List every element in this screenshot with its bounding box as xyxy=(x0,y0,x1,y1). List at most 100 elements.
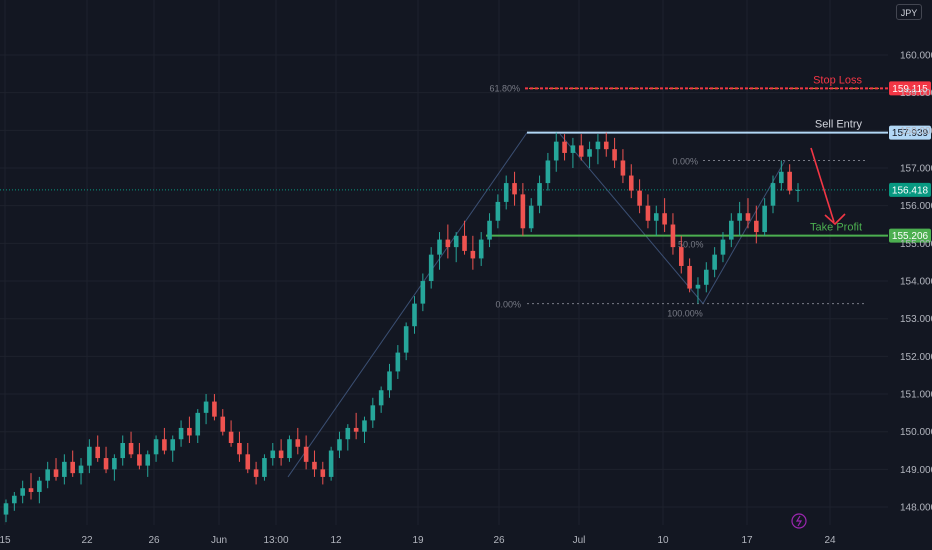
candle-body[interactable] xyxy=(462,235,467,251)
candle-body[interactable] xyxy=(587,149,592,157)
candle-body[interactable] xyxy=(712,254,717,270)
candle-body[interactable] xyxy=(670,224,676,248)
candle-body[interactable] xyxy=(503,183,509,202)
candle-body[interactable] xyxy=(203,401,209,413)
candle-body[interactable] xyxy=(287,439,292,459)
candle-body[interactable] xyxy=(553,141,559,161)
candle-body[interactable] xyxy=(112,458,117,470)
candle-body[interactable] xyxy=(345,427,351,440)
candle-body[interactable] xyxy=(412,303,417,327)
candle-body[interactable] xyxy=(453,235,459,248)
candle-body[interactable] xyxy=(695,284,701,289)
candle-body[interactable] xyxy=(312,461,317,470)
candle-body[interactable] xyxy=(395,352,401,372)
candle-body[interactable] xyxy=(337,439,342,451)
candle-body[interactable] xyxy=(262,458,267,477)
stop_loss-price-tag[interactable] xyxy=(889,81,931,96)
candle-body[interactable] xyxy=(170,439,176,451)
candle-body[interactable] xyxy=(28,488,34,492)
candle-body[interactable] xyxy=(237,443,242,455)
candle-body[interactable] xyxy=(528,205,534,229)
candle-body[interactable] xyxy=(295,439,301,447)
candle-body[interactable] xyxy=(195,412,201,436)
candle-body[interactable] xyxy=(428,254,434,282)
candle-body[interactable] xyxy=(378,390,384,406)
candle-body[interactable] xyxy=(570,145,576,153)
candle-body[interactable] xyxy=(303,446,309,462)
candle-body[interactable] xyxy=(737,213,742,221)
candle-body[interactable] xyxy=(729,220,734,240)
candle-body[interactable] xyxy=(720,239,726,255)
time-axis[interactable]: 15 22 26 Jun 13:00 12 19 26 Jul 10 17 24 xyxy=(0,535,836,546)
candle-body[interactable] xyxy=(178,427,184,440)
candle-body[interactable] xyxy=(220,416,226,432)
currency-selector[interactable]: JPY xyxy=(896,4,922,20)
candle-body[interactable] xyxy=(487,220,492,240)
candle-body[interactable] xyxy=(53,469,59,477)
candle-body[interactable] xyxy=(545,160,551,184)
candle-body[interactable] xyxy=(403,326,409,353)
candle-body[interactable] xyxy=(153,439,159,455)
candle-body[interactable] xyxy=(362,420,367,432)
candle-body[interactable] xyxy=(520,194,526,229)
candle-body[interactable] xyxy=(495,201,501,221)
sell_entry-price-tag[interactable] xyxy=(889,125,931,140)
candle-body[interactable] xyxy=(595,141,601,150)
candle-body[interactable] xyxy=(245,454,251,470)
candle-body[interactable] xyxy=(137,454,142,466)
candle-body[interactable] xyxy=(62,461,67,477)
candle-body[interactable] xyxy=(328,450,334,477)
candle-body[interactable] xyxy=(787,171,792,191)
candle-body[interactable] xyxy=(687,265,692,289)
candle-body[interactable] xyxy=(320,469,326,477)
candle-body[interactable] xyxy=(653,213,659,221)
price-axis[interactable]: 148.000 149.000 150.000 151.000 152.000 153.0… xyxy=(900,51,932,514)
candle-body[interactable] xyxy=(770,183,776,206)
candle-body[interactable] xyxy=(779,171,784,184)
candle-body[interactable] xyxy=(745,213,751,221)
candle-body[interactable] xyxy=(662,213,667,225)
candle-body[interactable] xyxy=(370,405,376,421)
take_profit-price-tag[interactable] xyxy=(889,228,931,243)
candle-body[interactable] xyxy=(537,183,542,206)
candle-body[interactable] xyxy=(103,458,109,470)
candle-body[interactable] xyxy=(228,431,234,444)
candle-body[interactable] xyxy=(45,469,50,481)
candle-body[interactable] xyxy=(704,269,709,285)
candle-body[interactable] xyxy=(145,454,151,466)
candle-body[interactable] xyxy=(162,439,167,451)
candle-body[interactable] xyxy=(637,190,642,206)
candle-body[interactable] xyxy=(353,427,359,432)
candle-body[interactable] xyxy=(562,141,567,153)
candle-body[interactable] xyxy=(20,488,25,496)
candle-body[interactable] xyxy=(187,427,192,436)
candle-body[interactable] xyxy=(278,450,284,459)
current-price-tag[interactable] xyxy=(889,182,931,197)
candle-body[interactable] xyxy=(478,239,484,259)
candle-body[interactable] xyxy=(578,145,584,157)
candle-body[interactable] xyxy=(437,239,442,255)
candle-body[interactable] xyxy=(120,443,126,459)
candle-body[interactable] xyxy=(420,281,426,304)
candle-body[interactable] xyxy=(762,205,767,233)
candle-body[interactable] xyxy=(37,480,42,492)
candle-body[interactable] xyxy=(212,401,217,417)
candle-body[interactable] xyxy=(678,247,684,266)
candle-body[interactable] xyxy=(620,160,626,176)
candle-body[interactable] xyxy=(628,175,634,191)
candle-body[interactable] xyxy=(87,446,92,466)
candle-body[interactable] xyxy=(95,446,100,459)
candle-body[interactable] xyxy=(612,149,617,161)
lightning-icon[interactable] xyxy=(791,513,807,529)
candlestick-series[interactable] xyxy=(3,132,801,523)
candle-body[interactable] xyxy=(754,220,759,233)
candle-body[interactable] xyxy=(70,461,75,474)
candle-body[interactable] xyxy=(3,503,9,515)
candle-body[interactable] xyxy=(445,239,451,248)
candle-body[interactable] xyxy=(78,465,84,474)
candle-body[interactable] xyxy=(270,450,276,459)
candle-body[interactable] xyxy=(253,469,259,477)
candle-body[interactable] xyxy=(387,371,392,391)
candle-body[interactable] xyxy=(470,250,476,259)
